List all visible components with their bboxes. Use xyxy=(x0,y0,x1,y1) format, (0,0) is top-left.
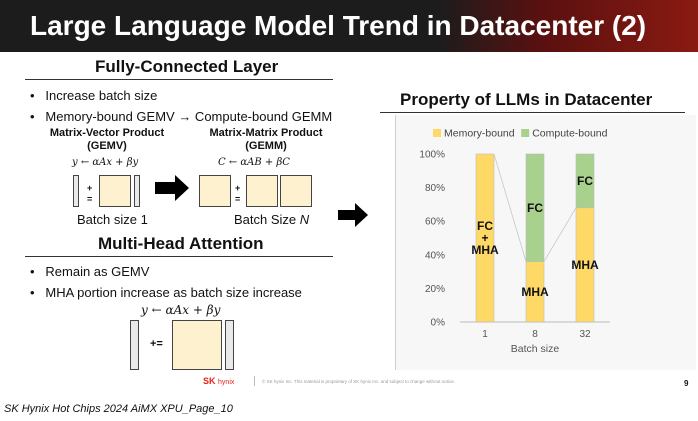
mha-formula: y ← αAx + βy xyxy=(141,303,221,317)
bar-segment-label: FC xyxy=(577,174,593,188)
gemm-formula: C ← αAB + βC xyxy=(218,157,290,168)
x-tick-label: 32 xyxy=(579,329,591,340)
gemv-matrix xyxy=(99,175,131,207)
gemv-input-vector xyxy=(134,175,140,207)
bar-segment-label: FC xyxy=(527,201,543,215)
x-axis-label: Batch size xyxy=(511,343,560,355)
y-tick-label: 60% xyxy=(425,217,445,228)
fc-bullet-2: • Memory-bound GEMV → Compute-bound GEMM xyxy=(30,109,333,124)
page-number: 9 xyxy=(684,379,689,388)
gemm-label-line1: Matrix-Matrix Product xyxy=(209,127,323,139)
gemv-batch-caption: Batch size 1 xyxy=(77,212,148,227)
chart-heading: Property of LLMs in Datacenter xyxy=(400,90,653,109)
footer-separator xyxy=(254,376,255,386)
y-tick-label: 40% xyxy=(425,250,445,261)
sk-hynix-logo: SK hynix xyxy=(203,376,234,386)
bar-segment-label: FC xyxy=(477,219,493,233)
fc-bullet-2-text: Memory-bound GEMV → Compute-bound GEMM xyxy=(45,109,333,124)
gemm-batch-caption-var: N xyxy=(299,212,310,227)
mha-operator: += xyxy=(150,338,163,350)
fc-bullet-1-text: Increase batch size xyxy=(45,88,158,103)
chart-divider xyxy=(380,112,685,113)
gemm-label-line2: (GEMM) xyxy=(245,140,287,152)
gemm-matrix-a xyxy=(246,175,278,207)
gemm-output-matrix xyxy=(199,175,231,207)
legend-label: Compute-bound xyxy=(532,128,607,140)
fc-divider xyxy=(25,79,333,80)
bottom-caption: SK Hynix Hot Chips 2024 AiMX XPU_Page_10 xyxy=(4,403,233,415)
gemm-batch-caption: Batch Size N xyxy=(234,212,309,227)
bar-segment xyxy=(525,153,545,262)
series-connector-line xyxy=(543,207,577,262)
gemv-plus: + xyxy=(87,183,93,193)
bar-segment-label: + xyxy=(481,231,488,245)
gemv-label: Matrix-Vector Product (GEMV) xyxy=(42,127,172,153)
gemm-plus: + xyxy=(235,183,241,193)
right-arrow-icon xyxy=(338,203,368,227)
header-accent xyxy=(438,0,698,52)
gemv-formula: y ← αAx + βy xyxy=(72,157,139,168)
mha-divider xyxy=(25,256,333,257)
mha-bullet-2-text: MHA portion increase as batch size incre… xyxy=(45,285,302,300)
slide-header: Large Language Model Trend in Datacenter… xyxy=(0,0,698,52)
series-connector-line xyxy=(493,153,527,262)
gemv-output-vector xyxy=(73,175,79,207)
x-tick-label: 1 xyxy=(482,329,488,340)
stacked-bar-chart: Memory-bound Compute-bound 0% 20% 40% 60% 80% 1… xyxy=(419,128,610,355)
mha-input-vector xyxy=(225,320,234,370)
y-tick-label: 20% xyxy=(425,284,445,295)
bar-segment-label: MHA xyxy=(471,243,499,257)
y-tick-label: 0% xyxy=(431,318,446,329)
slide-title: Large Language Model Trend in Datacenter… xyxy=(30,10,647,41)
mha-heading: Multi-Head Attention xyxy=(98,234,264,253)
bar-segment-label: MHA xyxy=(521,285,549,299)
y-tick-label: 100% xyxy=(419,150,445,161)
gemv-label-line1: Matrix-Vector Product xyxy=(49,127,165,139)
gemm-batch-caption-prefix: Batch Size xyxy=(234,212,300,227)
logo-sk: SK xyxy=(203,376,216,386)
gemm-matrix-b xyxy=(280,175,312,207)
mha-bullet-2: • MHA portion increase as batch size inc… xyxy=(30,285,302,300)
fc-heading: Fully-Connected Layer xyxy=(95,57,279,76)
chart-background xyxy=(395,115,696,370)
gemv-equals: = xyxy=(87,194,93,204)
mha-output-vector xyxy=(130,320,139,370)
bar-segment xyxy=(575,153,595,209)
mha-matrix xyxy=(172,320,222,370)
legend-swatch xyxy=(433,129,441,137)
gemm-label: Matrix-Matrix Product (GEMM) xyxy=(196,127,336,153)
bar-segment xyxy=(475,153,495,323)
fc-bullet-1: • Increase batch size xyxy=(30,88,158,103)
mha-bullet-1: • Remain as GEMV xyxy=(30,264,150,279)
gemv-label-line2: (GEMV) xyxy=(87,140,127,152)
legend-swatch xyxy=(521,129,530,137)
gemm-equals: = xyxy=(235,194,241,204)
logo-hynix: hynix xyxy=(218,379,235,386)
mha-bullet-1-text: Remain as GEMV xyxy=(45,264,150,279)
bar-segment-label: MHA xyxy=(571,258,599,272)
footer-notice: © SK hynix Inc. This material is proprie… xyxy=(262,379,455,384)
y-tick-label: 80% xyxy=(425,183,445,194)
legend-label: Memory-bound xyxy=(444,128,515,140)
x-tick-label: 8 xyxy=(532,329,538,340)
right-arrow-icon xyxy=(155,175,189,201)
